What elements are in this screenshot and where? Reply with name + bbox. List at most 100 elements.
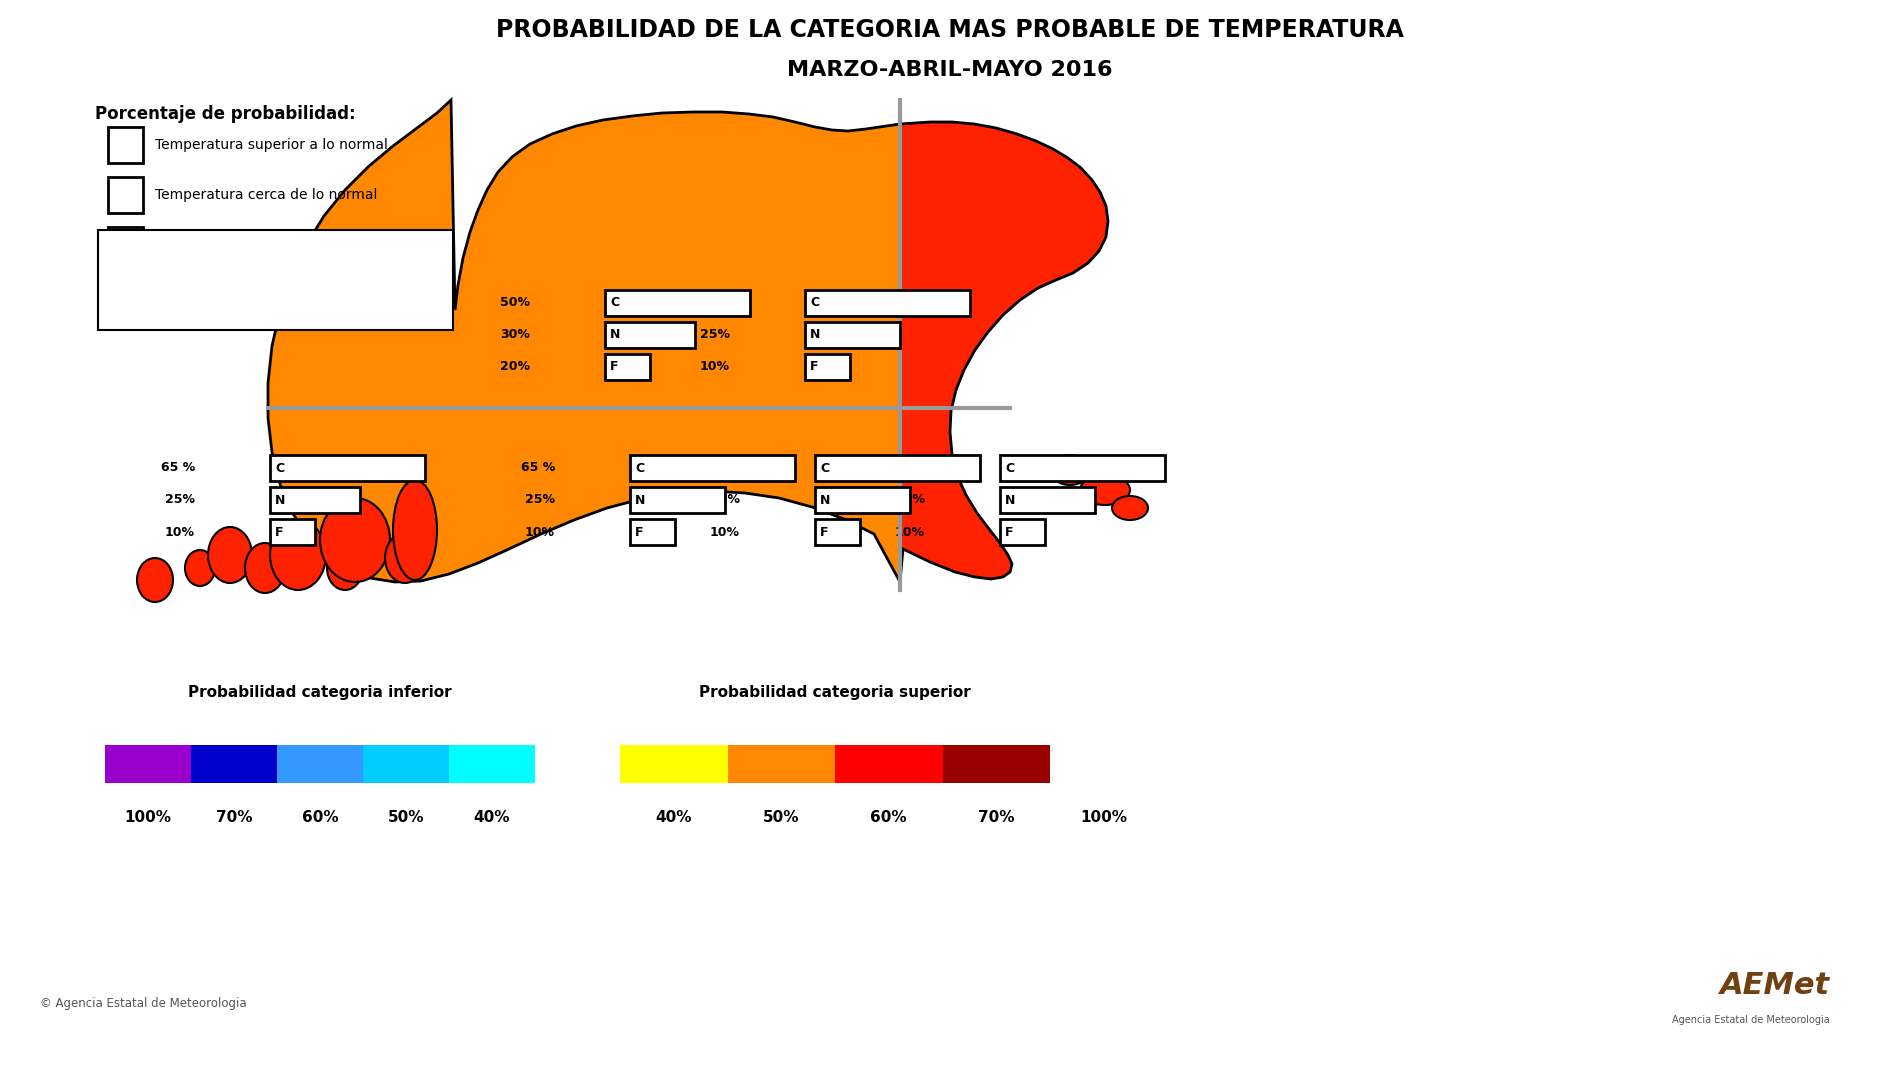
Text: El color blanco indica la climatologia: El color blanco indica la climatologia <box>106 301 336 314</box>
Ellipse shape <box>184 549 215 586</box>
Bar <box>104 745 192 783</box>
Text: F: F <box>809 360 819 373</box>
Text: Temperatura superior a lo normal: Temperatura superior a lo normal <box>156 138 388 152</box>
Text: 60%: 60% <box>302 810 338 825</box>
Text: F: F <box>120 236 131 254</box>
Ellipse shape <box>327 546 363 590</box>
Bar <box>728 745 834 783</box>
Text: C: C <box>809 296 819 310</box>
Text: © Agencia Estatal de Meteorologia: © Agencia Estatal de Meteorologia <box>40 997 247 1010</box>
Text: N: N <box>1005 494 1015 507</box>
Bar <box>604 290 750 316</box>
Polygon shape <box>268 100 901 582</box>
Text: Agencia Estatal de Meteorologia: Agencia Estatal de Meteorologia <box>1672 1014 1830 1025</box>
Bar <box>631 487 726 513</box>
Text: F: F <box>610 360 619 373</box>
Text: 65 %: 65 % <box>162 462 196 475</box>
Bar <box>815 487 910 513</box>
Bar <box>806 290 971 316</box>
Bar <box>270 520 315 545</box>
Bar <box>834 745 942 783</box>
Bar <box>99 230 452 330</box>
Text: N: N <box>276 494 285 507</box>
Bar <box>806 354 849 379</box>
Text: 25%: 25% <box>524 494 555 507</box>
Bar <box>806 322 901 348</box>
Bar <box>604 322 695 348</box>
Bar <box>277 745 363 783</box>
Ellipse shape <box>137 558 173 602</box>
Text: 40%: 40% <box>473 810 511 825</box>
Text: C: C <box>1005 462 1015 475</box>
Bar <box>363 745 448 783</box>
Text: 10%: 10% <box>524 526 555 539</box>
Text: 10%: 10% <box>165 526 196 539</box>
Bar <box>815 520 861 545</box>
Bar <box>108 227 142 263</box>
Text: 65 %: 65 % <box>521 462 555 475</box>
Text: 65 %: 65 % <box>891 462 925 475</box>
Ellipse shape <box>1112 496 1148 520</box>
Text: Probabilidad categoria superior: Probabilidad categoria superior <box>699 685 971 700</box>
Text: C: C <box>120 136 131 154</box>
Bar <box>815 455 980 481</box>
Bar <box>619 745 728 783</box>
Bar <box>999 455 1165 481</box>
Text: N: N <box>821 494 830 507</box>
Text: 10%: 10% <box>699 360 730 373</box>
Text: 40%: 40% <box>656 810 692 825</box>
Text: 100%: 100% <box>125 810 171 825</box>
Ellipse shape <box>319 498 390 582</box>
Bar <box>192 745 277 783</box>
Text: 25%: 25% <box>165 494 196 507</box>
Text: 70%: 70% <box>217 810 253 825</box>
Text: AEMet: AEMet <box>1720 971 1830 1000</box>
Text: 20%: 20% <box>500 360 530 373</box>
Bar <box>108 177 142 213</box>
Text: 25%: 25% <box>699 328 730 341</box>
Ellipse shape <box>207 527 253 583</box>
Bar <box>631 520 674 545</box>
Bar <box>999 520 1045 545</box>
Bar <box>631 455 794 481</box>
Text: 30%: 30% <box>500 328 530 341</box>
Text: Probabilidad categoria inferior: Probabilidad categoria inferior <box>188 685 452 700</box>
Text: 25%: 25% <box>711 494 739 507</box>
Text: 70%: 70% <box>978 810 1015 825</box>
Bar <box>270 487 359 513</box>
Bar <box>942 745 1051 783</box>
Text: Temperatura cerca de lo normal: Temperatura cerca de lo normal <box>156 188 378 202</box>
Bar <box>999 487 1094 513</box>
Text: C: C <box>610 296 619 310</box>
Text: de la categoria mas probable.: de la categoria mas probable. <box>106 273 294 286</box>
Text: 10%: 10% <box>711 526 739 539</box>
Text: Los colores muestran la probabilidad: Los colores muestran la probabilidad <box>106 245 336 258</box>
Ellipse shape <box>1079 475 1130 505</box>
Text: Temperatura inferior a lo normal: Temperatura inferior a lo normal <box>156 238 380 252</box>
Text: N: N <box>635 494 646 507</box>
Text: C: C <box>821 462 828 475</box>
Text: 65 %: 65 % <box>695 296 730 310</box>
Bar <box>108 127 142 162</box>
Text: F: F <box>1005 526 1013 539</box>
Text: C: C <box>276 462 285 475</box>
Text: Porcentaje de probabilidad:: Porcentaje de probabilidad: <box>95 105 355 123</box>
Text: 50%: 50% <box>500 296 530 310</box>
Text: F: F <box>821 526 828 539</box>
Bar <box>270 455 426 481</box>
Text: N: N <box>610 328 621 341</box>
Ellipse shape <box>386 533 426 583</box>
Ellipse shape <box>270 520 327 590</box>
Text: F: F <box>635 526 644 539</box>
Text: 10%: 10% <box>895 526 925 539</box>
Bar <box>448 745 536 783</box>
Text: 50%: 50% <box>388 810 424 825</box>
Text: PROBABILIDAD DE LA CATEGORIA MAS PROBABLE DE TEMPERATURA: PROBABILIDAD DE LA CATEGORIA MAS PROBABL… <box>496 18 1404 42</box>
Ellipse shape <box>1051 455 1091 485</box>
Text: 65 %: 65 % <box>705 462 739 475</box>
Text: MARZO-ABRIL-MAYO 2016: MARZO-ABRIL-MAYO 2016 <box>787 60 1113 80</box>
Text: 50%: 50% <box>764 810 800 825</box>
Text: 100%: 100% <box>1081 810 1127 825</box>
Polygon shape <box>901 122 1108 582</box>
Bar <box>604 354 650 379</box>
